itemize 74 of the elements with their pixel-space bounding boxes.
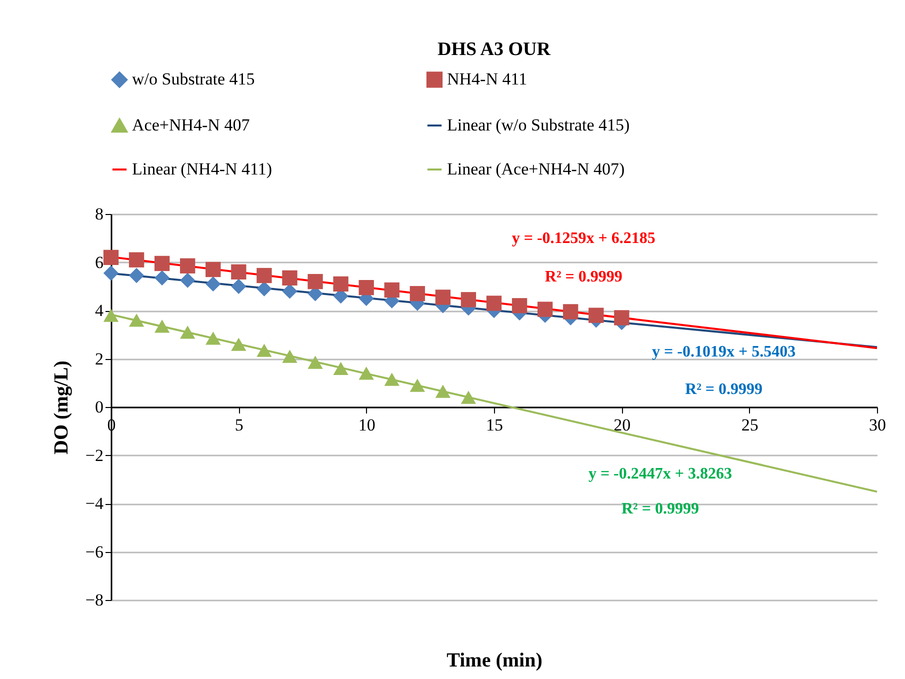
x-tick-label: 20 [614, 416, 631, 434]
point [231, 278, 246, 294]
point [563, 304, 578, 320]
point [128, 314, 144, 327]
point [537, 302, 553, 317]
point [614, 310, 630, 326]
legend-label: Ace+NH4-N 407 [132, 116, 250, 134]
point [384, 282, 400, 298]
y-tick-label: 2 [95, 349, 104, 368]
x-tick-label: 15 [486, 416, 503, 434]
point [486, 296, 502, 311]
y-tick-label: −8 [85, 590, 104, 610]
y-tick-label: 8 [95, 204, 104, 224]
point [231, 338, 246, 351]
point [308, 274, 323, 290]
y-tick-label: 4 [95, 301, 104, 320]
point [588, 308, 604, 323]
x-tick-label: 5 [234, 416, 244, 434]
point [180, 258, 196, 274]
point [282, 284, 298, 299]
x-axis-title: Time (min) [446, 650, 542, 672]
point [410, 286, 425, 302]
point [154, 320, 170, 333]
point [333, 276, 348, 292]
annotation: y = -0.1019x + 5.5403 [652, 343, 796, 360]
y-tick-label: 6 [95, 252, 104, 272]
point [256, 268, 272, 284]
point [206, 332, 221, 345]
legend-label: Linear (NH4-N 411) [132, 160, 272, 178]
point [460, 292, 476, 308]
point [435, 384, 451, 398]
point [103, 250, 119, 266]
x-tick-label: 30 [869, 416, 886, 434]
y-tick-label: 0 [95, 398, 104, 416]
point [410, 378, 425, 392]
point [512, 298, 528, 314]
y-tick-label: −2 [85, 446, 104, 465]
annotation: y = -0.1259x + 6.2185 [512, 230, 656, 248]
annotation: R² = 0.9999 [544, 268, 622, 286]
chart-title: DHS A3 OUR [438, 39, 551, 60]
point [384, 372, 400, 386]
point [180, 326, 196, 339]
annotation: R² = 0.9999 [685, 380, 763, 398]
point [333, 362, 348, 375]
point [460, 390, 476, 404]
point [103, 266, 119, 281]
x-tick-label: 10 [358, 416, 376, 434]
point [435, 290, 451, 305]
point [282, 270, 298, 286]
annotation: R² = 0.9999 [621, 500, 699, 518]
point [358, 280, 374, 296]
point [282, 350, 298, 363]
y-tick-label: −6 [85, 542, 104, 562]
y-tick-label: −4 [85, 494, 104, 513]
point [103, 308, 119, 322]
legend-label: NH4-N 411 [447, 70, 528, 89]
point [256, 281, 272, 296]
point [180, 272, 196, 288]
point [358, 366, 374, 380]
legend-label: Linear (Ace+NH4-N 407) [447, 160, 625, 178]
point [231, 264, 246, 280]
point [206, 262, 221, 278]
legend-label: w/o Substrate 415 [132, 70, 255, 89]
point [128, 268, 144, 284]
point [154, 270, 170, 286]
annotation: y = -0.2447x + 3.8263 [588, 465, 732, 482]
y-axis-title: DO (mg/L) [50, 360, 72, 454]
point [154, 256, 170, 272]
point [256, 344, 272, 357]
point [128, 252, 144, 268]
legend-label: Linear (w/o Substrate 415) [447, 116, 630, 134]
x-tick-label: 25 [741, 416, 758, 434]
point [308, 356, 323, 369]
point [206, 276, 221, 292]
